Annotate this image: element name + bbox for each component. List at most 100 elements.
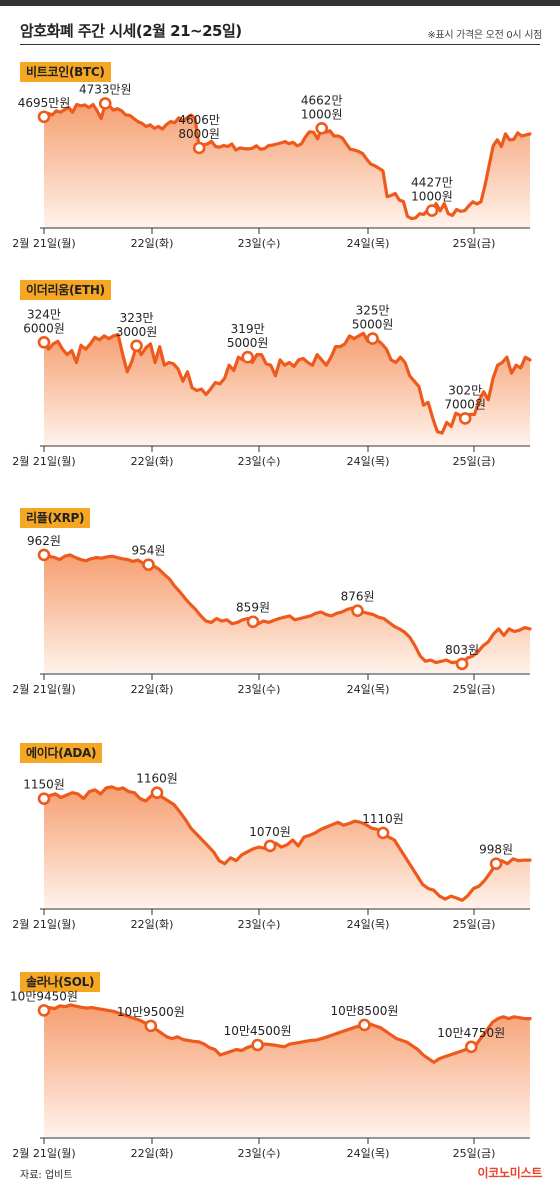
x-tick-label: 23일(수) (238, 917, 281, 931)
marker-point (37, 792, 51, 805)
sol-chart: 2월 21일(월) 22일(화) 23일(수) 24일(목) 25일(금) 10만9450… (10, 989, 532, 1160)
marker-label: 8000원 (178, 127, 220, 141)
marker-point (358, 1018, 371, 1032)
marker-label: 4695만원 (18, 96, 71, 110)
marker-label: 324만 (27, 307, 61, 321)
marker-label: 1110원 (362, 812, 404, 826)
x-tick-label: 23일(수) (238, 1146, 281, 1160)
x-tick-label: 22일(화) (131, 1146, 174, 1160)
x-tick-label: 24일(목) (347, 917, 390, 931)
marker-point (425, 204, 439, 217)
x-tick-label: 2월 21일(월) (12, 454, 75, 468)
ada-panel: 에이다(ADA) 2월 21일(월) 22일(화) 23일(수) 24일(목) 25일(… (0, 743, 560, 968)
marker-point (37, 110, 51, 124)
price-line (42, 553, 532, 666)
coin-label-ada: 에이다(ADA) (20, 743, 103, 763)
x-tick-label: 23일(수) (238, 236, 281, 250)
x-tick-label: 23일(수) (238, 454, 281, 468)
coin-label-eth: 이더리움(ETH) (20, 280, 111, 300)
x-tick-label: 2월 21일(월) (12, 1146, 75, 1160)
marker-point (98, 97, 112, 110)
btc-panel: 비트코인(BTC) 2월 21일(월) 22일(화) 23일(수) 24일(목) 25일… (0, 62, 560, 287)
marker-point (263, 839, 277, 853)
marker-point (142, 558, 155, 571)
marker-label: 4733만원 (79, 82, 132, 96)
marker-label: 10만8500원 (330, 1004, 398, 1018)
x-tick-label: 25일(금) (453, 917, 496, 931)
marker-point (37, 1004, 51, 1017)
marker-label: 1000원 (301, 107, 343, 121)
coin-label-xrp: 리플(XRP) (20, 508, 91, 528)
marker-label: 4427만 (411, 176, 453, 190)
marker-label: 10만9500원 (117, 1005, 185, 1019)
page-title: 암호화폐 주간 시세(2월 21~25일) (20, 22, 242, 40)
marker-point (144, 1019, 158, 1033)
area-fill (44, 554, 530, 674)
x-tick-label: 25일(금) (453, 454, 496, 468)
marker-point (366, 332, 379, 345)
marker-label: 6000원 (23, 321, 65, 335)
price-note: ※표시 가격은 오전 0시 시점 (427, 30, 542, 41)
xrp-chart: 2월 21일(월) 22일(화) 23일(수) 24일(목) 25일(금) 962원 954… (12, 534, 532, 696)
marker-point (458, 412, 472, 425)
marker-label: 325만 (356, 304, 390, 318)
marker-point (37, 548, 51, 562)
marker-label: 7000원 (444, 397, 486, 411)
brand-logo: 이코노미스트 (477, 1166, 543, 1180)
marker-label: 954원 (132, 544, 166, 558)
x-tick-label: 25일(금) (453, 236, 496, 250)
marker-point (351, 604, 364, 618)
x-tick-label: 22일(화) (131, 236, 174, 250)
marker-point (246, 615, 260, 629)
coin-label-btc: 비트코인(BTC) (20, 62, 111, 82)
x-tick-label: 22일(화) (131, 682, 174, 696)
marker-label: 5000원 (352, 318, 394, 332)
marker-label: 1070원 (249, 825, 291, 839)
area-fill (44, 333, 530, 446)
price-line (42, 1003, 532, 1064)
x-tick-label: 24일(목) (347, 236, 390, 250)
coin-label-sol: 솔라나(SOL) (20, 972, 101, 992)
x-tick-label: 25일(금) (453, 682, 496, 696)
marker-point (241, 350, 254, 364)
marker-label: 10만9450원 (10, 989, 78, 1003)
x-tick-label: 24일(목) (347, 454, 390, 468)
marker-point (489, 857, 503, 870)
price-line (42, 101, 532, 221)
marker-label: 1150원 (23, 778, 65, 792)
marker-point (251, 1038, 264, 1052)
marker-label: 302만 (448, 383, 482, 397)
ada-chart: 2월 21일(월) 22일(화) 23일(수) 24일(목) 25일(금) 1150원 11… (12, 772, 532, 931)
area-fill (44, 1004, 530, 1138)
marker-point (464, 1040, 478, 1054)
marker-label: 1160원 (136, 772, 178, 786)
marker-label: 10만4750원 (437, 1026, 505, 1040)
marker-label: 4606만 (178, 113, 220, 127)
x-tick-label: 23일(수) (238, 682, 281, 696)
marker-point (130, 339, 143, 353)
x-tick-label: 24일(목) (347, 682, 390, 696)
marker-label: 3000원 (116, 325, 158, 339)
x-tick-label: 24일(목) (347, 1146, 390, 1160)
marker-point (455, 657, 469, 671)
sol-panel: 솔라나(SOL) 2월 21일(월) 22일(화) 23일(수) 24일(목) 25일(… (0, 972, 560, 1197)
xrp-panel: 리플(XRP) 2월 21일(월) 22일(화) 23일(수) 24일(목) 25일(금… (0, 508, 560, 733)
marker-point (192, 141, 206, 155)
marker-point (150, 786, 164, 800)
marker-label: 10만4500원 (224, 1024, 292, 1038)
x-tick-label: 2월 21일(월) (12, 682, 75, 696)
marker-label: 319만 (231, 322, 265, 336)
title-rule (20, 44, 540, 45)
marker-label: 323만 (120, 311, 154, 325)
price-line (42, 331, 532, 435)
marker-label: 803원 (445, 643, 479, 657)
top-bar (0, 0, 560, 6)
btc-chart: 2월 21일(월) 22일(화) 23일(수) 24일(목) 25일(금) 4695만원 4… (12, 82, 532, 250)
marker-point (37, 336, 51, 349)
marker-label: 876원 (341, 590, 375, 604)
eth-panel: 이더리움(ETH) 2월 21일(월) 22일(화) 23일(수) 24일(목) 25일… (0, 280, 560, 505)
price-line (42, 785, 532, 902)
marker-point (315, 122, 329, 135)
x-tick-label: 22일(화) (131, 454, 174, 468)
x-tick-label: 25일(금) (453, 1146, 496, 1160)
